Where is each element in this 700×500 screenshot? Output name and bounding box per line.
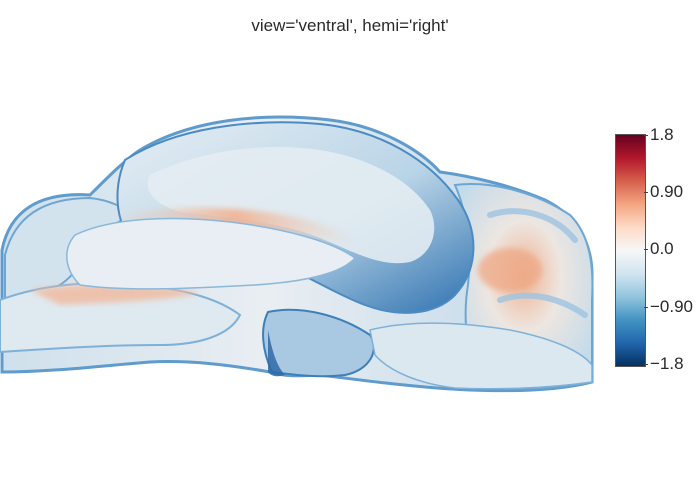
- occipital-gyri: [487, 208, 588, 318]
- occipital-warm-spot: [478, 248, 542, 292]
- colorbar-tick-high: 0.90: [650, 182, 684, 201]
- ventral-shadow: [268, 330, 285, 377]
- plot-title: view='ventral', hemi='right': [251, 16, 449, 35]
- colorbar: [615, 134, 646, 367]
- colorbar-tick-max: 1.8: [650, 125, 674, 144]
- colorbar-tick-low: −0.90: [650, 297, 694, 316]
- fold-highlight: [147, 147, 435, 264]
- colorbar-tick-min: −1.8: [650, 354, 684, 373]
- ventral-fold: [262, 308, 375, 378]
- medial-band: [66, 217, 357, 290]
- colorbar-tick-zero: 0.0: [650, 239, 674, 258]
- lower-gyrus-right: [369, 322, 593, 390]
